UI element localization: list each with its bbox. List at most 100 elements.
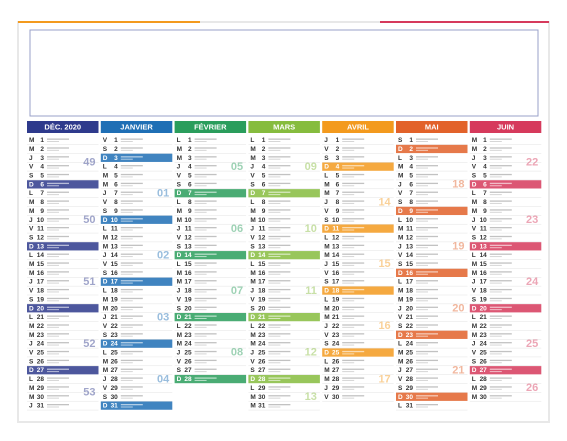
saint-placeholder <box>268 291 281 293</box>
saint-placeholder <box>342 333 365 335</box>
weekday: M <box>472 270 477 277</box>
date: 11 <box>406 226 413 233</box>
weekday: D <box>250 252 255 259</box>
date: 27 <box>480 367 488 374</box>
saint-placeholder <box>416 218 438 220</box>
sunday-row <box>322 224 394 233</box>
sunday-row <box>248 313 320 322</box>
sunday-row <box>27 366 99 375</box>
saint-placeholder <box>194 194 207 196</box>
date: 7 <box>40 190 44 197</box>
saint-placeholder <box>416 388 428 390</box>
weekday: M <box>177 146 182 153</box>
saint-placeholder <box>416 138 438 140</box>
weekday: L <box>398 217 402 224</box>
saint-placeholder <box>489 326 502 328</box>
saint-placeholder <box>268 326 281 328</box>
date: 5 <box>188 173 192 180</box>
saint-placeholder <box>120 342 143 344</box>
saint-placeholder <box>416 273 428 275</box>
saint-placeholder <box>268 371 281 373</box>
saint-placeholder <box>342 344 355 346</box>
saint-placeholder <box>194 335 207 337</box>
weekday: J <box>324 261 328 268</box>
saint-placeholder <box>416 247 428 249</box>
date: 15 <box>332 261 340 268</box>
weekday: M <box>398 288 403 295</box>
saint-placeholder <box>194 176 207 178</box>
weekday: J <box>103 314 107 321</box>
saint-placeholder <box>194 288 217 291</box>
date: 9 <box>114 208 118 215</box>
weekday: D <box>103 155 108 162</box>
date: 2 <box>336 146 340 153</box>
weekday: D <box>103 341 108 348</box>
date: 25 <box>480 350 488 357</box>
saint-placeholder <box>268 211 281 213</box>
saint-placeholder <box>47 324 69 326</box>
saint-placeholder <box>416 256 428 258</box>
date: 27 <box>37 367 45 374</box>
saint-placeholder <box>489 318 502 319</box>
saint-placeholder <box>489 262 512 264</box>
saint-placeholder <box>47 371 59 373</box>
saint-placeholder <box>416 288 438 291</box>
weekday: V <box>103 323 108 330</box>
date: 15 <box>37 261 45 268</box>
saint-placeholder <box>47 200 69 202</box>
saint-placeholder <box>342 218 365 220</box>
saint-placeholder <box>416 253 438 255</box>
weekday: V <box>250 234 255 241</box>
date: 1 <box>188 137 192 144</box>
weekday: L <box>29 190 33 197</box>
weekday: J <box>250 350 254 357</box>
saint-placeholder <box>342 353 355 355</box>
saint-placeholder <box>489 149 502 151</box>
week-number: 19 <box>452 241 464 253</box>
saint-placeholder <box>268 253 291 255</box>
week-number: 03 <box>157 311 169 323</box>
saint-placeholder <box>416 176 428 178</box>
weekday: V <box>177 358 182 365</box>
saint-placeholder <box>120 244 143 246</box>
saint-placeholder <box>120 227 143 229</box>
saint-placeholder <box>489 176 502 178</box>
date: 29 <box>480 385 488 392</box>
weekday: S <box>29 296 34 303</box>
weekday: L <box>250 323 254 330</box>
saint-placeholder <box>268 235 291 238</box>
saint-placeholder <box>416 309 428 311</box>
saint-placeholder <box>47 194 59 196</box>
date: 15 <box>480 261 488 268</box>
date: 14 <box>332 252 340 259</box>
saint-placeholder <box>194 158 207 160</box>
saint-placeholder <box>416 306 438 308</box>
weekday: J <box>250 164 254 171</box>
saint-placeholder <box>489 158 502 160</box>
date: 4 <box>336 164 340 171</box>
saint-placeholder <box>416 194 428 196</box>
saint-placeholder <box>342 350 365 353</box>
date: 16 <box>184 270 192 277</box>
date: 28 <box>111 376 119 383</box>
saint-placeholder <box>194 350 217 353</box>
saint-placeholder <box>489 244 512 246</box>
saint-placeholder <box>194 185 207 187</box>
week-number: 09 <box>305 161 317 173</box>
weekday: M <box>29 394 34 401</box>
date: 12 <box>332 234 340 241</box>
date: 19 <box>37 296 45 303</box>
saint-placeholder <box>47 247 59 249</box>
weekday: L <box>29 252 33 259</box>
saint-placeholder <box>416 335 428 337</box>
weekday: J <box>29 217 33 224</box>
saint-placeholder <box>120 271 143 273</box>
saint-placeholder <box>194 368 217 370</box>
saint-placeholder <box>194 182 217 185</box>
weekday: V <box>472 288 477 295</box>
weekday: J <box>398 181 402 188</box>
date: 4 <box>483 164 487 171</box>
saint-placeholder <box>342 315 365 317</box>
saint-placeholder <box>342 306 365 308</box>
saint-placeholder <box>342 244 365 246</box>
